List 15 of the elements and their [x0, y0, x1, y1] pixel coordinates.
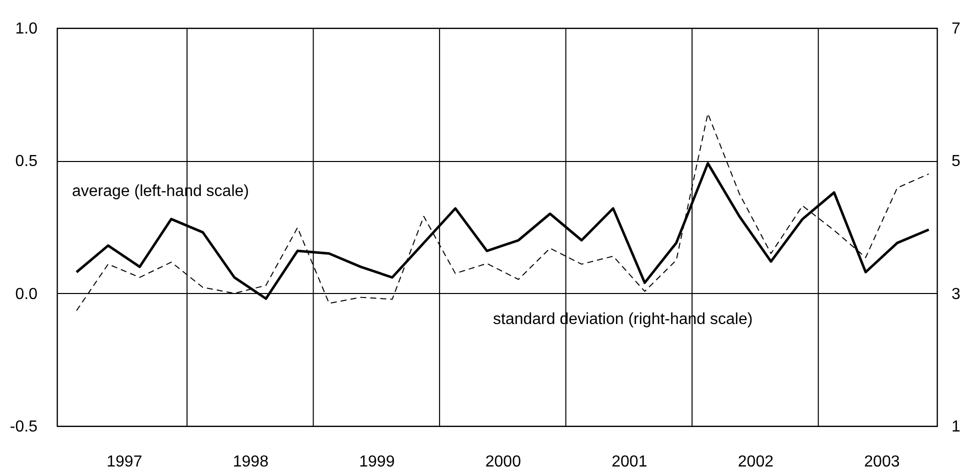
- x-tick-label: 2002: [738, 454, 774, 470]
- y-tick-label: -0.5: [10, 418, 38, 436]
- y2-tick-label: 7: [952, 20, 960, 38]
- x-tick-label: 1998: [232, 454, 269, 470]
- x-tick-label: 2001: [612, 454, 648, 470]
- y2-tick-label: 3: [952, 286, 960, 303]
- x-tick-label: 1997: [106, 454, 142, 470]
- x-tick-label: 2000: [485, 454, 522, 470]
- x-tick-label: 1999: [359, 454, 395, 470]
- y-tick-label: 1.0: [15, 20, 38, 38]
- y-tick-label: 0.0: [15, 286, 38, 303]
- y2-tick-label: 1: [952, 418, 960, 436]
- y-tick-label: 0.5: [15, 153, 38, 170]
- y2-tick-label: 5: [952, 153, 960, 170]
- x-tick-label: 2003: [864, 454, 900, 470]
